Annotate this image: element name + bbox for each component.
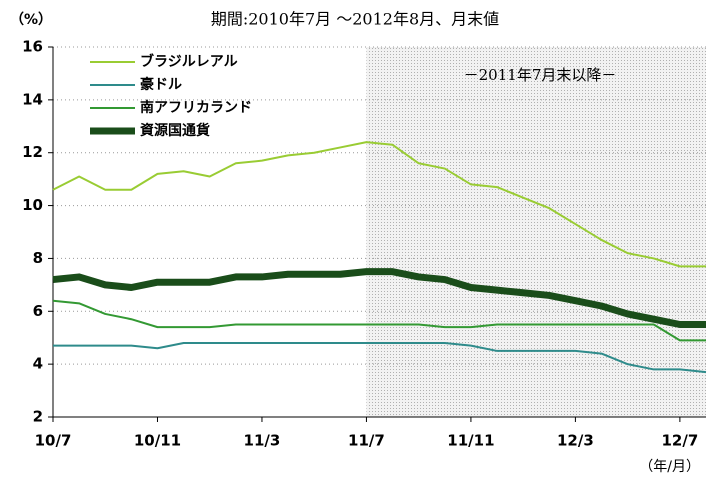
series-line (53, 342, 707, 374)
x-tick-label: 12/3 (557, 432, 594, 450)
y-tick-label: 8 (33, 249, 43, 267)
chart-title: 期間:2010年7月 ～2012年8月、月末値 (211, 10, 499, 29)
x-tick-label: 11/11 (447, 432, 494, 450)
annotation: －2011年7月末以降－ (464, 66, 617, 84)
series-line (52, 268, 706, 328)
x-tick-label: 11/7 (348, 432, 385, 450)
x-tick-label: 12/7 (661, 432, 698, 450)
y-tick-label: 12 (22, 143, 43, 161)
shaded-region (366, 47, 706, 417)
y-tick-label: 14 (22, 90, 43, 108)
x-unit: （年/月） (639, 459, 700, 475)
y-tick-label: 6 (33, 302, 43, 320)
series-line (52, 299, 706, 342)
y-tick-label: 10 (22, 196, 43, 214)
legend-label: 豪ドル (140, 76, 182, 93)
y-tick-label: 2 (33, 408, 43, 426)
legend-label: ブラジルレアル (140, 53, 238, 70)
legend-label: 南アフリカランド (140, 99, 252, 116)
x-tick-label: 11/3 (244, 432, 281, 450)
series-line (52, 141, 706, 268)
legend-label: 資源国通貨 (140, 122, 210, 139)
x-tick-label: 10/7 (35, 432, 72, 450)
x-tick-label: 10/11 (134, 432, 181, 450)
y-tick-label: 16 (22, 38, 43, 56)
y-unit: （%） (10, 12, 52, 28)
y-tick-label: 4 (33, 355, 43, 373)
